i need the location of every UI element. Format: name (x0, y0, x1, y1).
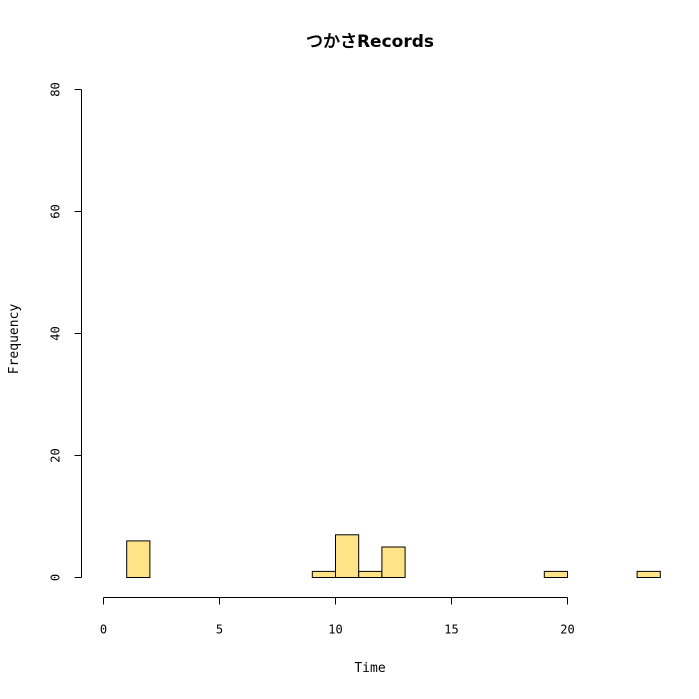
histogram-bar-12 (381, 546, 406, 578)
histogram-bar-10 (335, 534, 360, 578)
x-axis: 0 5 10 15 20 (100, 597, 575, 637)
y-tick-label: 80 (49, 82, 63, 96)
x-tick-label: 10 (328, 623, 342, 637)
x-axis-label: Time (354, 661, 385, 676)
y-tick-label: 0 (49, 574, 63, 581)
chart-title: つかさRecords (306, 32, 434, 52)
x-tick-label: 15 (444, 623, 458, 637)
y-axis-label: Frequency (7, 304, 22, 375)
x-tick-label: 20 (560, 623, 574, 637)
y-tick-label: 60 (49, 204, 63, 218)
histogram-bar-11 (358, 570, 383, 579)
y-tick-label: 40 (49, 326, 63, 340)
y-tick-label: 20 (49, 448, 63, 462)
x-tick-label: 0 (100, 623, 107, 637)
histogram-bar-23 (636, 570, 661, 579)
histogram-bar-19 (543, 570, 568, 579)
y-axis: 0 20 40 60 80 (49, 82, 82, 581)
bars-group (126, 534, 661, 579)
histogram-bar-9 (311, 570, 336, 579)
x-tick-label: 5 (216, 623, 223, 637)
histogram-bar-1 (126, 540, 151, 579)
